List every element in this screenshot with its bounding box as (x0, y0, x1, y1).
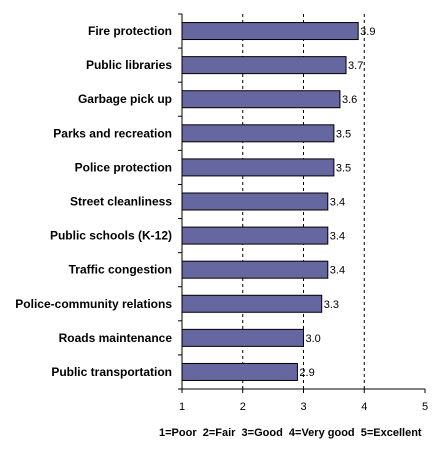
value-label-10: 2.9 (299, 367, 314, 379)
category-label-1: Public libraries (86, 58, 172, 72)
bar-0 (181, 22, 359, 41)
labels: Fire protection 3.9 Public libraries 3.7 Gar… (15, 24, 428, 413)
category-label-0: Fire protection (88, 24, 172, 38)
bar-5 (181, 192, 329, 211)
x-tick-label-3: 3 (300, 401, 306, 413)
category-label-9: Roads maintenance (59, 331, 173, 345)
category-label-8: Police-community relations (15, 297, 172, 311)
category-label-2: Garbage pick up (78, 92, 172, 106)
category-label-10: Public transportation (51, 365, 172, 379)
bar-2 (181, 90, 341, 109)
bar-9 (181, 328, 304, 347)
value-label-5: 3.4 (330, 197, 345, 209)
category-label-5: Street cleanliness (70, 195, 172, 209)
bar-4 (181, 158, 335, 177)
bar-7 (181, 260, 329, 279)
category-label-6: Public schools (K-12) (50, 229, 172, 243)
x-tick-label-2: 2 (240, 401, 246, 413)
bar-6 (181, 226, 329, 245)
category-label-7: Traffic congestion (69, 263, 172, 277)
x-tick-label-5: 5 (422, 401, 428, 413)
x-tick-label-4: 4 (361, 401, 367, 413)
scale-legend: 1=Poor 2=Fair 3=Good 4=Very good 5=Excel… (159, 427, 422, 439)
value-label-3: 3.5 (336, 128, 351, 140)
value-label-0: 3.9 (360, 26, 375, 38)
bar-8 (181, 294, 323, 313)
bar-10 (181, 362, 298, 381)
value-label-6: 3.4 (330, 231, 345, 243)
bar-1 (181, 56, 347, 75)
category-label-4: Police protection (75, 160, 172, 174)
value-label-8: 3.3 (324, 299, 339, 311)
category-label-3: Parks and recreation (53, 126, 172, 140)
value-label-1: 3.7 (348, 60, 363, 72)
value-label-4: 3.5 (336, 162, 351, 174)
bar-3 (181, 124, 335, 143)
value-label-7: 3.4 (330, 265, 345, 277)
value-label-2: 3.6 (342, 94, 357, 106)
x-tick-label-1: 1 (179, 401, 185, 413)
axes (178, 13, 426, 393)
value-label-9: 3.0 (306, 333, 321, 345)
